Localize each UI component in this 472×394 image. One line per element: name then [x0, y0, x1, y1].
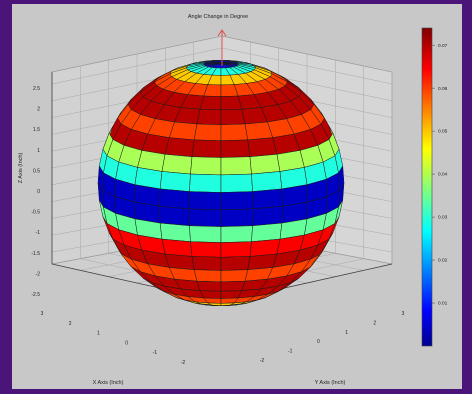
surface-patch — [200, 96, 221, 110]
z-tick-label: 0.5 — [33, 168, 40, 174]
z-tick-label: 0 — [37, 189, 40, 195]
y-tick-label: 3 — [402, 311, 405, 317]
y-tick-label: -1 — [288, 349, 293, 355]
z-tick-label: 2 — [37, 107, 40, 113]
colorbar — [422, 28, 432, 346]
surface-patch — [252, 171, 282, 191]
surface-patch — [250, 239, 280, 256]
surface-patch — [221, 109, 245, 124]
x-axis-label: X Axis (Inch) — [93, 380, 124, 386]
surface-patch — [162, 154, 192, 174]
surface-patch — [194, 124, 221, 141]
surface-patch — [250, 154, 280, 174]
surface-patch — [252, 223, 282, 242]
surface-patch — [190, 157, 221, 175]
surface-patch — [169, 122, 197, 140]
surface-patch — [194, 270, 221, 282]
surface-patch — [162, 239, 192, 256]
x-tick-label: 0 — [125, 340, 128, 346]
surface-patch — [248, 138, 277, 157]
surface-patch — [221, 226, 253, 243]
y-axis-label: Y Axis (Inch) — [315, 380, 346, 386]
surface-patch — [189, 226, 221, 243]
surface-patch — [253, 206, 283, 226]
surface-patch — [190, 242, 221, 258]
surface-patch — [192, 140, 221, 158]
surface-patch — [192, 256, 221, 270]
x-tick-label: 3 — [41, 311, 44, 317]
colorbar-tick-label: 0.04 — [438, 172, 448, 178]
surface-patch — [160, 223, 190, 242]
surface-patch — [197, 281, 221, 291]
colorbar-tick-label: 0.02 — [438, 258, 448, 264]
surface-patch — [165, 138, 194, 157]
surface-patch — [221, 242, 252, 258]
y-tick-label: -2 — [260, 358, 265, 364]
z-axis-label: Z Axis (Inch) — [18, 153, 24, 184]
y-tick-label: 1 — [345, 330, 348, 336]
surface-patch — [221, 157, 252, 175]
x-tick-label: 2 — [69, 321, 72, 327]
surface-patch — [221, 270, 248, 282]
surface-patch — [160, 171, 190, 191]
z-tick-label: 1.5 — [33, 127, 40, 133]
z-tick-label: -1 — [36, 230, 41, 236]
z-tick-label: -1.5 — [31, 251, 40, 257]
surface-patch — [189, 209, 221, 227]
colorbar-tick-label: 0.05 — [438, 129, 448, 135]
colorbar-tick-label: 0.06 — [438, 86, 448, 92]
surface-patch — [189, 174, 221, 192]
surface-patch — [197, 109, 221, 124]
surface-patch — [221, 174, 253, 192]
x-tick-label: -2 — [181, 360, 186, 366]
colorbar-tick-label: 0.03 — [438, 215, 448, 221]
surface-patch — [221, 140, 250, 158]
surface-patch — [160, 206, 190, 226]
colorbar-tick-label: 0.07 — [438, 43, 448, 49]
x-tick-label: -1 — [153, 350, 158, 356]
surface-patch — [253, 189, 283, 209]
surface-patch — [221, 192, 253, 210]
z-tick-label: -2.5 — [31, 292, 40, 298]
surface-patch — [221, 209, 253, 227]
colorbar-tick-label: 0.01 — [438, 301, 448, 307]
chart-title: Angle Change in Degree — [188, 14, 248, 20]
z-tick-label: -0.5 — [31, 210, 40, 216]
z-tick-label: 1 — [37, 148, 40, 154]
y-tick-label: 0 — [317, 339, 320, 345]
x-tick-label: 1 — [97, 331, 100, 337]
surface-patch — [189, 192, 221, 210]
z-tick-label: -2 — [36, 271, 41, 277]
surface-patch — [221, 256, 250, 270]
surface-patch — [221, 124, 248, 141]
z-tick-label: 2.5 — [33, 86, 40, 92]
surface-patch — [221, 281, 245, 291]
sphere-surface — [98, 60, 344, 305]
surface-patch — [200, 291, 221, 299]
surface-patch — [160, 189, 190, 209]
y-tick-label: 2 — [373, 320, 376, 326]
